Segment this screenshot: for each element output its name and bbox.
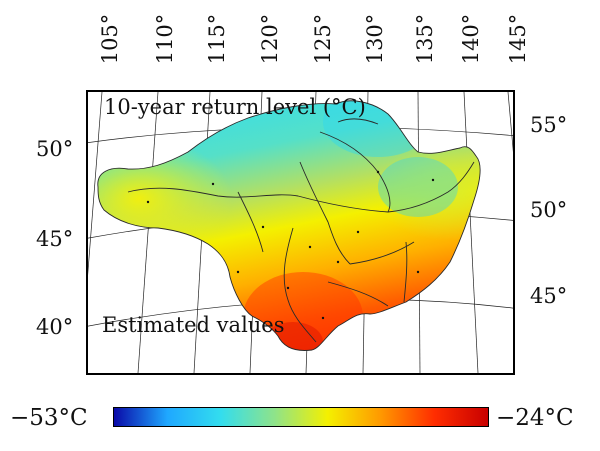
map-caption: Estimated values (102, 313, 285, 337)
longitude-label-110: 110° (153, 13, 177, 65)
longitude-label-145: 145° (506, 13, 530, 65)
map-canvas (88, 92, 513, 373)
latitude-label-right-55: 55° (530, 113, 568, 137)
latitude-label-right-50: 50° (530, 198, 568, 222)
latitude-label-left-50: 50° (36, 137, 74, 161)
latitude-label-left-40: 40° (36, 315, 74, 339)
longitude-label-125: 125° (311, 13, 335, 65)
longitude-label-105: 105° (98, 13, 122, 65)
colorbar (113, 407, 489, 427)
longitude-label-140: 140° (459, 13, 483, 65)
colorbar-min-label: −53°C (10, 405, 88, 431)
station-markers (146, 170, 435, 320)
map-panel (86, 90, 515, 375)
longitude-label-130: 130° (363, 13, 387, 65)
latitude-label-left-45: 45° (36, 227, 74, 251)
region-boundaries (97, 100, 481, 351)
longitude-label-120: 120° (258, 13, 282, 65)
longitude-label-135: 135° (413, 13, 437, 65)
longitude-label-115: 115° (205, 13, 229, 65)
colorbar-max-label: −24°C (496, 405, 574, 431)
latitude-label-right-45: 45° (530, 284, 568, 308)
map-title: 10-year return level (°C) (104, 95, 366, 119)
